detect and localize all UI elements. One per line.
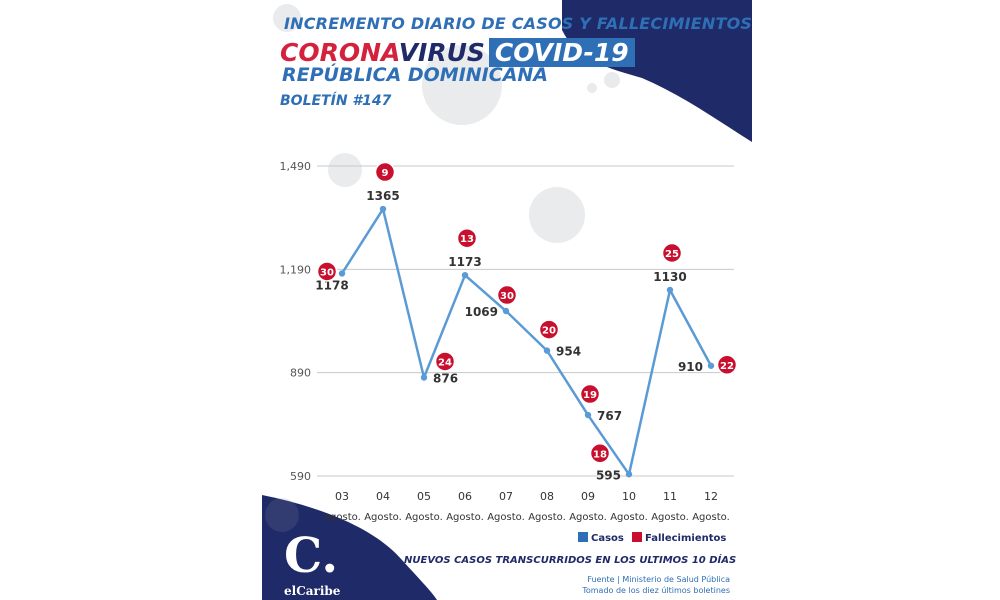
casos-point [666,286,674,294]
casos-data-label: 767 [597,409,622,423]
y-tick-label: 1,490 [280,160,312,173]
fallecimientos-data-label: 9 [382,168,389,179]
casos-data-label: 954 [556,345,581,359]
casos-point [420,374,428,381]
bottom-left-navy-shape [262,495,437,600]
top-right-navy-shape [562,0,752,142]
fallecimientos-badge [579,383,601,405]
source-line1: Fuente | Ministerio de Salud Pública [587,575,730,584]
casos-point [502,307,510,315]
casos-point [584,411,592,419]
title-corona: CORONA [280,38,399,67]
fallecimientos-badge [316,261,338,282]
y-tick-label: 590 [290,470,311,483]
fallecimientos-badge [456,227,478,249]
title-country: REPÚBLICA DOMINICANA [282,64,549,86]
legend-swatch-fallecimientos [632,532,642,542]
casos-data-label: 1130 [653,270,686,284]
x-tick-sublabel: Agosto. [651,512,689,523]
fallecimientos-data-label: 20 [542,326,556,337]
x-tick-sublabel: Agosto. [487,512,525,523]
title-line1: INCREMENTO DIARIO DE CASOS Y FALLECIMIEN… [284,14,752,33]
title-coronavirus: CORONAVIRUS COVID-19 [280,38,635,67]
infographic-canvas: 590 890 1,190 1,490 03 Agosto. 04 Agosto. 05 Agos… [262,0,752,600]
casos-data-label: 1178 [315,278,348,292]
x-tick-sublabel: Agosto. [528,512,566,523]
x-tick-label: 07 [499,490,513,503]
source-note: Fuente | Ministerio de Salud Pública Tom… [582,574,730,596]
x-tick-label: 09 [581,490,595,503]
x-tick-label: 10 [622,490,636,503]
casos-point [379,205,387,213]
fallecimientos-data-label: 25 [665,249,679,260]
x-tick-sublabel: Agosto. [446,512,484,523]
fallecimientos-badge [374,161,396,183]
x-tick-label: 04 [376,490,390,503]
fallecimientos-data-label: 30 [500,291,514,302]
x-tick-sublabel: Agosto. [323,512,361,523]
casos-point [461,271,469,279]
fallecimientos-badge [538,319,560,340]
casos-point [625,471,633,478]
chart-caption: NUEVOS CASOS TRANSCURRIDOS EN LOS ULTIMO… [404,555,737,566]
legend-label-casos: Casos [591,533,624,544]
fallecimientos-badge [589,443,611,464]
virus-decoration-icon [265,4,620,532]
fallecimientos-data-label: 24 [438,357,452,368]
line-chart: 590 890 1,190 1,490 03 Agosto. 04 Agosto. 05 Agos… [280,160,738,523]
casos-data-label: 910 [678,360,703,374]
legend-swatch-casos [578,532,588,542]
elcaribe-logo-letter: C. [284,528,339,584]
fallecimientos-badge [434,351,456,372]
x-tick-sublabel: Agosto. [405,512,443,523]
legend-fallecimientos: Fallecimientos [632,532,726,544]
infographic-card: 590 890 1,190 1,490 03 Agosto. 04 Agosto. 05 Agos… [262,0,752,600]
casos-point [707,362,715,369]
x-tick-label: 05 [417,490,431,503]
fallecimientos-data-label: 18 [593,449,607,460]
casos-point [543,347,551,354]
fallecimientos-badge [496,284,518,306]
x-tick-sublabel: Agosto. [610,512,648,523]
fallecimientos-badge [661,242,683,264]
bulletin-number: BOLETÍN #147 [280,93,392,109]
casos-data-label: 1069 [465,305,498,319]
casos-data-label: 1173 [448,255,481,269]
legend-casos: Casos [578,532,624,544]
x-tick-label: 03 [335,490,349,503]
fallecimientos-data-label: 13 [460,234,474,245]
casos-data-label: 876 [433,371,458,385]
casos-data-label: 1365 [366,189,399,203]
casos-point [338,270,346,277]
title-virus: VIRUS [398,38,485,67]
x-tick-label: 06 [458,490,472,503]
casos-data-label: 595 [596,468,621,482]
casos-series-line [340,207,713,476]
x-tick-label: 12 [704,490,718,503]
legend-label-fallecimientos: Fallecimientos [645,533,727,544]
fallecimientos-data-label: 19 [583,390,597,401]
x-tick-sublabel: Agosto. [692,512,730,523]
y-tick-label: 1,190 [280,263,312,276]
fallecimientos-data-label: 22 [720,361,734,372]
y-tick-label: 890 [290,367,311,380]
source-line2: Tomado de los diez últimos boletines [582,586,730,595]
elcaribe-logo-name: elCaribe [284,584,341,598]
x-tick-label: 08 [540,490,554,503]
title-covid: COVID-19 [488,38,635,67]
x-tick-sublabel: Agosto. [569,512,607,523]
fallecimientos-data-label: 30 [320,267,334,278]
x-tick-sublabel: Agosto. [364,512,402,523]
x-tick-label: 11 [663,490,677,503]
fallecimientos-badge [716,354,738,376]
